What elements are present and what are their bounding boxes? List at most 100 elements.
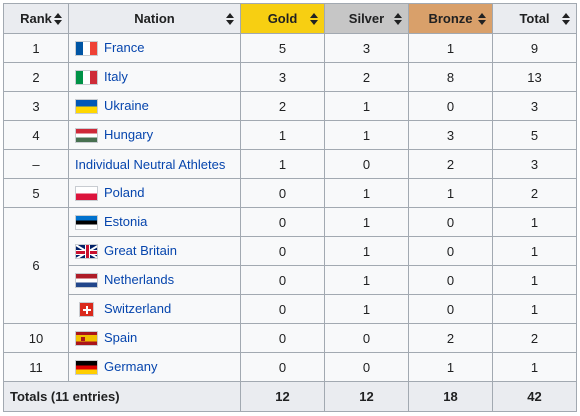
nation-cell: Ukraine — [68, 91, 241, 121]
header-row: Rank Nation Gold Silver Bronze Total — [3, 3, 577, 34]
rank-cell: – — [3, 149, 69, 179]
switzerland-flag-icon[interactable] — [79, 302, 94, 318]
table-row: Netherlands 0 1 0 1 — [4, 265, 577, 295]
total-cell: 9 — [492, 33, 577, 63]
bronze-cell: 2 — [408, 149, 493, 179]
silver-cell: 1 — [324, 236, 409, 266]
bronze-cell: 1 — [408, 33, 493, 63]
bronze-cell: 0 — [408, 91, 493, 121]
table-row: 1 France 5 3 1 9 — [3, 33, 577, 63]
nation-link[interactable]: Estonia — [104, 213, 148, 229]
sort-icon[interactable] — [394, 12, 402, 25]
nation-cell: Poland — [68, 178, 241, 208]
table-row: 2 Italy 3 2 8 13 — [3, 62, 577, 92]
medal-table: Rank Nation Gold Silver Bronze Total 1 F… — [3, 3, 577, 412]
gold-column-header[interactable]: Gold — [240, 3, 325, 34]
sort-icon[interactable] — [562, 12, 570, 25]
total-column-header[interactable]: Total — [492, 3, 577, 34]
poland-flag-icon[interactable] — [75, 186, 98, 202]
germany-flag-icon[interactable] — [75, 360, 98, 376]
total-cell: 13 — [492, 62, 577, 92]
silver-cell: 1 — [324, 294, 409, 324]
nation-cell: Germany — [68, 352, 241, 382]
totals-gold: 12 — [240, 381, 325, 412]
total-header-label: Total — [519, 11, 550, 26]
gold-header-label: Gold — [267, 11, 298, 26]
bronze-column-header[interactable]: Bronze — [408, 3, 493, 34]
hungary-flag-icon[interactable] — [75, 128, 98, 144]
table-row: 5 Poland 0 1 1 2 — [3, 178, 577, 208]
rank-cell: 3 — [3, 91, 69, 121]
total-cell: 2 — [492, 178, 577, 208]
netherlands-flag-icon[interactable] — [75, 273, 98, 289]
estonia-flag-icon[interactable] — [75, 215, 98, 231]
sort-icon[interactable] — [478, 12, 486, 25]
gold-cell: 0 — [240, 294, 325, 324]
gold-cell: 0 — [240, 265, 325, 295]
silver-cell: 1 — [324, 207, 409, 237]
gold-cell: 0 — [240, 352, 325, 382]
spain-flag-icon[interactable] — [75, 331, 98, 347]
total-cell: 3 — [492, 149, 577, 179]
nation-link[interactable]: Poland — [104, 184, 145, 200]
nation-link[interactable]: France — [104, 39, 145, 55]
rank-cell: 2 — [3, 62, 69, 92]
table-row: 10 Spain 0 0 2 2 — [3, 323, 577, 353]
silver-header-label: Silver — [348, 11, 385, 26]
totals-bronze: 18 — [408, 381, 493, 412]
rank-cell: 6 — [3, 207, 69, 324]
gold-cell: 5 — [240, 33, 325, 63]
silver-cell: 1 — [324, 265, 409, 295]
silver-column-header[interactable]: Silver — [324, 3, 409, 34]
france-flag-icon[interactable] — [75, 41, 98, 57]
totals-row: Totals (11 entries) 12 12 18 42 — [3, 381, 577, 412]
gold-cell: 2 — [240, 91, 325, 121]
nation-link[interactable]: Germany — [104, 358, 158, 374]
nation-cell: Italy — [68, 62, 241, 92]
total-cell: 2 — [492, 323, 577, 353]
nation-link[interactable]: Individual Neutral Athletes — [75, 156, 226, 172]
table-row: 11 Germany 0 0 1 1 — [3, 352, 577, 382]
nation-cell: Estonia — [68, 207, 241, 237]
bronze-cell: 3 — [408, 120, 493, 150]
gold-cell: 0 — [240, 207, 325, 237]
nation-link[interactable]: Hungary — [104, 126, 154, 142]
nation-cell: Individual Neutral Athletes — [68, 149, 241, 179]
totals-total: 42 — [492, 381, 577, 412]
gold-cell: 1 — [240, 120, 325, 150]
rank-column-header[interactable]: Rank — [3, 3, 69, 34]
italy-flag-icon[interactable] — [75, 70, 98, 86]
rank-cell: 1 — [3, 33, 69, 63]
rank-cell: 11 — [3, 352, 69, 382]
nation-cell: Netherlands — [68, 265, 241, 295]
nation-header-label: Nation — [134, 11, 175, 26]
silver-cell: 0 — [324, 352, 409, 382]
table-row: Great Britain 0 1 0 1 — [4, 236, 577, 266]
nation-link[interactable]: Italy — [104, 68, 128, 84]
bronze-cell: 0 — [408, 236, 493, 266]
nation-cell: Switzerland — [68, 294, 241, 324]
silver-cell: 1 — [324, 120, 409, 150]
total-cell: 1 — [492, 207, 577, 237]
nation-link[interactable]: Switzerland — [104, 300, 172, 316]
gold-cell: 3 — [240, 62, 325, 92]
silver-cell: 2 — [324, 62, 409, 92]
silver-cell: 1 — [324, 178, 409, 208]
bronze-cell: 0 — [408, 265, 493, 295]
ukraine-flag-icon[interactable] — [75, 99, 98, 115]
nation-link[interactable]: Great Britain — [104, 242, 177, 258]
nation-cell: Hungary — [68, 120, 241, 150]
uk-flag-icon[interactable] — [75, 244, 98, 260]
totals-silver: 12 — [324, 381, 409, 412]
silver-cell: 1 — [324, 91, 409, 121]
sort-icon[interactable] — [310, 12, 318, 25]
sort-icon[interactable] — [54, 12, 62, 25]
bronze-cell: 0 — [408, 207, 493, 237]
totals-label: Totals (11 entries) — [3, 381, 241, 412]
nation-column-header[interactable]: Nation — [68, 3, 241, 34]
nation-link[interactable]: Ukraine — [104, 97, 149, 113]
total-cell: 5 — [492, 120, 577, 150]
sort-icon[interactable] — [226, 12, 234, 25]
nation-link[interactable]: Spain — [104, 329, 138, 345]
nation-link[interactable]: Netherlands — [104, 271, 175, 287]
